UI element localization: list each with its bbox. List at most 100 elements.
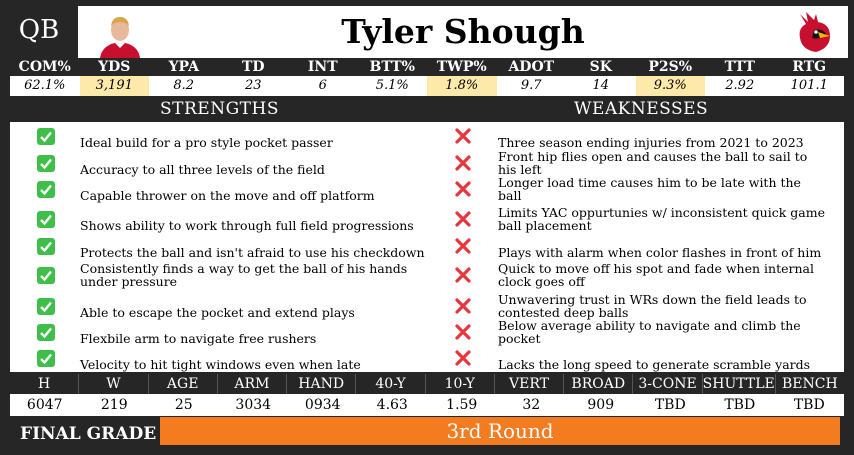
- list-item: Protects the ball and isn't afraid to us…: [10, 234, 844, 260]
- player-name: Tyler Shough: [341, 12, 585, 51]
- measurable-header: W: [79, 374, 149, 394]
- measurable-header: BROAD: [564, 374, 634, 394]
- weakness-text: Below average ability to navigate and cl…: [498, 318, 801, 346]
- strength-text: Shows ability to work through full field…: [80, 218, 414, 233]
- player-photo: [96, 8, 144, 58]
- measurable-header: 40-Y: [356, 374, 426, 394]
- measurable-value: 219: [100, 397, 128, 413]
- weakness-text: Unwavering trust in WRs down the field l…: [498, 292, 807, 320]
- list-item: Consistently finds a way to get the ball…: [10, 261, 844, 289]
- measurable-value: 25: [174, 397, 193, 413]
- cross-icon: [455, 238, 471, 254]
- measurable-header: SHUTTLE: [702, 374, 776, 394]
- strength-text: Accuracy to all three levels of the fiel…: [80, 162, 325, 177]
- stat-value-highlighted: 1.8%: [427, 76, 497, 96]
- measurable-value: TBD: [724, 397, 756, 413]
- checkmark-icon: [37, 298, 55, 315]
- cross-icon: [455, 181, 471, 197]
- weakness-text: Quick to move off his spot and fade when…: [498, 261, 814, 289]
- stat-value-highlighted: 9.3%: [635, 76, 705, 96]
- checkmark-icon: [37, 324, 55, 341]
- weakness-text: Longer load time causes him to be late w…: [498, 175, 801, 203]
- checkmark-icon: [37, 238, 55, 255]
- stats-value-row: 62.1% 3,191 8.2 23 6 5.1% 1.8% 9.7 14 9.…: [10, 76, 844, 96]
- weakness-text: Lacks the long speed to generate scrambl…: [498, 357, 811, 372]
- stat-header: COM%: [18, 59, 71, 75]
- stat-value: 2.92: [725, 78, 755, 93]
- checkmark-icon: [37, 128, 55, 145]
- stat-header: INT: [307, 59, 338, 75]
- measurable-value: 6047: [26, 397, 63, 413]
- list-item: Capable thrower on the move and off plat…: [10, 175, 844, 203]
- stat-value: 101.1: [790, 78, 828, 93]
- list-item: Flexbile arm to navigate free rushers Be…: [10, 318, 844, 346]
- cross-icon: [455, 267, 471, 283]
- stat-header: RTG: [792, 59, 827, 75]
- cross-icon: [455, 298, 471, 314]
- measurables-header-row: H W AGE ARM HAND 40-Y 10-Y VERT BROAD 3-…: [10, 374, 844, 394]
- measurable-header: AGE: [149, 374, 218, 394]
- measurable-value: 32: [522, 397, 541, 413]
- stat-header: SK: [589, 59, 612, 75]
- stat-header: YPA: [168, 59, 199, 75]
- stat-header: ADOT: [508, 59, 555, 75]
- stat-header: YDS: [98, 59, 131, 75]
- cross-icon: [455, 211, 471, 227]
- weakness-text: Limits YAC oppurtunies w/ inconsistent q…: [498, 205, 825, 233]
- cross-icon: [455, 128, 471, 144]
- position-label: QB: [0, 0, 78, 60]
- stat-header: TWP%: [436, 59, 487, 75]
- measurable-value: TBD: [793, 397, 825, 413]
- measurable-header: VERT: [495, 374, 565, 394]
- list-item: Velocity to hit tight windows even when …: [10, 346, 844, 372]
- strength-text: Protects the ball and isn't afraid to us…: [80, 245, 425, 260]
- strength-text: Ideal build for a pro style pocket passe…: [80, 135, 333, 150]
- strength-text: Consistently finds a way to get the ball…: [80, 261, 408, 289]
- cross-icon: [455, 324, 471, 340]
- measurable-header: 3-CONE: [633, 374, 703, 394]
- strength-text: Velocity to hit tight windows even when …: [80, 357, 361, 372]
- measurables-value-row: 6047 219 25 3034 0934 4.63 1.59 32 909 T…: [10, 394, 844, 416]
- stat-value: 23: [244, 78, 262, 93]
- strengths-weaknesses-panel: Ideal build for a pro style pocket passe…: [10, 122, 844, 372]
- header-bar: Tyler Shough: [78, 6, 848, 58]
- stat-header: TTT: [724, 59, 755, 75]
- stat-header: P2S%: [648, 59, 693, 75]
- checkmark-icon: [37, 155, 55, 172]
- checkmark-icon: [37, 267, 55, 284]
- measurable-header: BENCH: [782, 376, 838, 392]
- stat-value-highlighted: 3,191: [79, 76, 149, 96]
- checkmark-icon: [37, 350, 55, 367]
- strength-text: Able to escape the pocket and extend pla…: [80, 305, 355, 320]
- weakness-text: Plays with alarm when color flashes in f…: [498, 245, 822, 260]
- strength-text: Capable thrower on the move and off plat…: [80, 188, 375, 203]
- stats-header-row: COM% YDS YPA TD INT BTT% TWP% ADOT SK P2…: [10, 58, 844, 76]
- stat-value: 8.2: [173, 78, 195, 93]
- stat-header: BTT%: [369, 59, 415, 75]
- cross-icon: [455, 155, 471, 171]
- final-grade-value: 3rd Round: [160, 417, 840, 445]
- measurable-header: HAND: [287, 374, 357, 394]
- list-item: Shows ability to work through full field…: [10, 205, 844, 233]
- checkmark-icon: [37, 211, 55, 228]
- final-grade-label: FINAL GRADE: [20, 424, 157, 444]
- stat-value: 9.7: [520, 78, 542, 93]
- measurable-value: 909: [587, 397, 615, 413]
- measurable-header: ARM: [218, 374, 288, 394]
- measurable-value: TBD: [654, 397, 686, 413]
- list-item: Ideal build for a pro style pocket passe…: [10, 124, 844, 150]
- weakness-text: Front hip flies open and causes the ball…: [498, 149, 808, 177]
- measurable-value: 1.59: [446, 397, 478, 413]
- weakness-text: Three season ending injuries from 2021 t…: [498, 135, 804, 150]
- measurable-value: 4.63: [376, 397, 408, 413]
- measurable-header: H: [10, 374, 80, 394]
- cross-icon: [455, 350, 471, 366]
- list-item: Accuracy to all three levels of the fiel…: [10, 149, 844, 177]
- stat-value: 62.1%: [24, 78, 66, 93]
- cardinal-logo-icon: [799, 12, 830, 52]
- measurable-value: 0934: [304, 397, 341, 413]
- strength-text: Flexbile arm to navigate free rushers: [80, 331, 317, 346]
- weaknesses-title: WEAKNESSES: [574, 99, 709, 119]
- list-item: Able to escape the pocket and extend pla…: [10, 292, 844, 320]
- stat-value: 6: [318, 78, 327, 93]
